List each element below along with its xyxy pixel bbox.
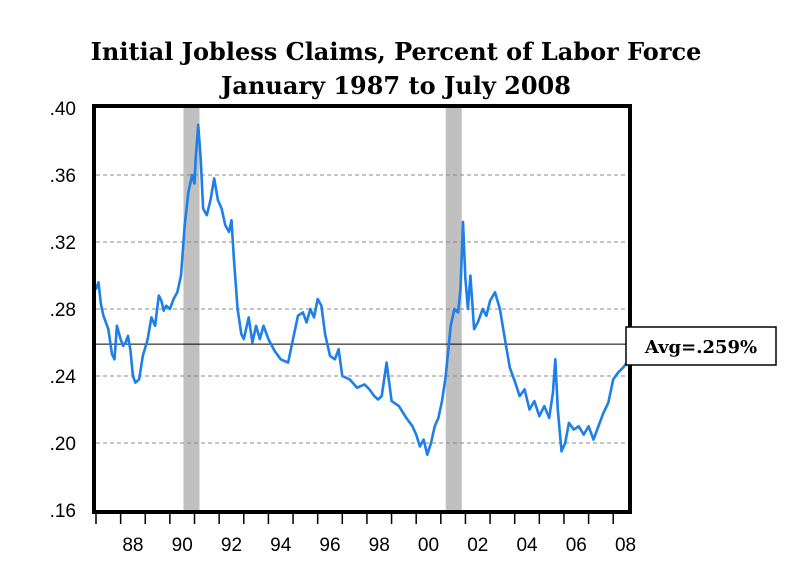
x-axis-ticks: 88 90 92 94 96 98 00 02 04 06 08	[95, 514, 636, 556]
y-tick-label: .32	[50, 233, 76, 254]
plot-frame	[92, 104, 632, 514]
average-label-box	[625, 326, 777, 366]
y-tick-label: .20	[50, 434, 76, 455]
y-tick-label: .40	[50, 99, 76, 120]
x-tick-label: 90	[172, 535, 193, 556]
chart-title: Initial Jobless Claims, Percent of Labor…	[90, 37, 702, 66]
x-tick-label: 04	[516, 535, 538, 556]
x-tick-label: 92	[221, 535, 242, 556]
y-tick-label: .24	[50, 367, 77, 388]
x-tick-label: 06	[566, 535, 587, 556]
average-label: Avg=.259%	[625, 326, 777, 366]
series-line-jobless-claims	[94, 123, 629, 457]
chart-subtitle: January 1987 to July 2008	[221, 71, 571, 100]
gridlines	[96, 174, 628, 444]
y-tick-label: .28	[50, 300, 76, 321]
x-tick-label: 88	[122, 535, 143, 556]
x-tick-label: 98	[369, 535, 390, 556]
x-tick-label: 02	[467, 535, 488, 556]
y-axis-ticks: .16 .20 .24 .28 .32 .36 .40	[50, 99, 77, 522]
x-tick-label: 00	[418, 535, 439, 556]
x-tick-label: 94	[270, 535, 292, 556]
y-tick-label: .16	[50, 501, 76, 522]
x-tick-label: 08	[615, 535, 636, 556]
series-layer	[94, 123, 629, 457]
y-tick-label: .36	[50, 166, 76, 187]
x-tick-label: 96	[319, 535, 340, 556]
average-label-text: Avg=.259%	[644, 337, 757, 358]
